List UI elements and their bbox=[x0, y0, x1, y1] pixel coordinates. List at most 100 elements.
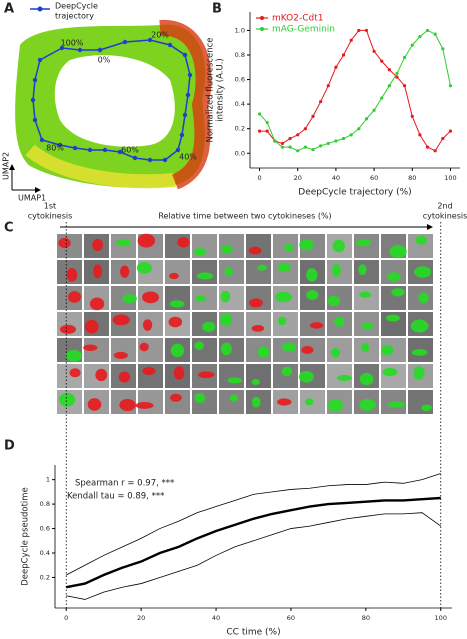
trajectory-point bbox=[97, 47, 103, 53]
cell-nucleus bbox=[224, 267, 233, 277]
series-line bbox=[259, 29, 451, 152]
data-point bbox=[257, 129, 262, 133]
data-point bbox=[334, 139, 338, 143]
trajectory-point bbox=[122, 39, 128, 45]
cell-nucleus bbox=[193, 247, 207, 256]
cell-nucleus bbox=[359, 291, 372, 298]
trajectory-point bbox=[147, 157, 153, 163]
legend-label: mKO2-Cdt1 bbox=[272, 14, 324, 24]
cell-nucleus bbox=[227, 377, 242, 384]
data-point bbox=[326, 84, 330, 88]
cytokinesis-label: cytokinesis bbox=[28, 212, 73, 221]
cell-nucleus bbox=[410, 319, 429, 333]
cell-nucleus bbox=[59, 324, 76, 335]
data-point bbox=[273, 139, 277, 143]
data-point bbox=[433, 149, 437, 153]
cell-nucleus bbox=[202, 321, 216, 333]
data-point bbox=[326, 141, 330, 146]
trajectory-point bbox=[162, 157, 168, 163]
data-point bbox=[280, 145, 285, 149]
trajectory-point bbox=[57, 142, 63, 148]
point-label: 80% bbox=[46, 144, 64, 153]
cell-image bbox=[192, 390, 217, 414]
data-point bbox=[257, 112, 262, 116]
panel-letter: B bbox=[212, 2, 222, 17]
legend-label: trajectory bbox=[55, 12, 94, 21]
cell-nucleus bbox=[415, 235, 427, 245]
x-tick-label: 20 bbox=[294, 174, 302, 182]
data-point bbox=[334, 65, 338, 69]
trajectory-point bbox=[37, 57, 43, 63]
x-tick-label: 40 bbox=[212, 614, 220, 622]
data-point bbox=[372, 108, 376, 112]
x-tick-label: 100 bbox=[444, 174, 456, 182]
cell-nucleus bbox=[177, 237, 190, 248]
cell-image bbox=[273, 312, 298, 336]
cell-image bbox=[246, 364, 271, 388]
cell-nucleus bbox=[116, 239, 131, 247]
cell-nucleus bbox=[387, 401, 406, 408]
trajectory bbox=[30, 37, 193, 163]
y-tick-label: 0.8 bbox=[235, 51, 245, 59]
x-axis-label: DeepCycle trajectory (%) bbox=[298, 188, 411, 198]
cell-image bbox=[354, 260, 379, 284]
cloud-yellow bbox=[25, 144, 176, 189]
x-tick-label: 0 bbox=[64, 614, 68, 622]
cell-nucleus bbox=[414, 266, 432, 278]
y-tick-label: 0.2 bbox=[40, 573, 50, 581]
umap-cloud bbox=[15, 19, 212, 190]
cell-nucleus bbox=[275, 291, 292, 303]
data-point bbox=[441, 47, 445, 51]
cell-nucleus bbox=[142, 291, 159, 304]
cell-nucleus bbox=[58, 237, 71, 248]
trajectory-point bbox=[185, 92, 191, 98]
cell-nucleus bbox=[198, 371, 215, 379]
panel-letter: C bbox=[4, 221, 14, 236]
cell-nucleus bbox=[119, 399, 136, 411]
cell-nucleus bbox=[93, 264, 103, 279]
point-label: 0% bbox=[98, 56, 111, 65]
cell-nucleus bbox=[84, 319, 99, 334]
cell-nucleus bbox=[83, 344, 98, 351]
trajectory-point bbox=[72, 145, 78, 151]
trajectory-point bbox=[32, 117, 38, 123]
x-tick-label: 20 bbox=[137, 614, 145, 622]
trajectory-point bbox=[59, 45, 65, 51]
cell-image bbox=[192, 260, 217, 284]
cell-nucleus bbox=[58, 392, 76, 407]
data-point bbox=[311, 147, 315, 152]
x-tick-label: 80 bbox=[408, 174, 416, 182]
trajectory-line bbox=[32, 39, 191, 161]
cell-nucleus bbox=[221, 244, 233, 254]
trajectory-point bbox=[147, 37, 153, 43]
x-tick-label: 0 bbox=[257, 174, 261, 182]
cell-nucleus bbox=[421, 404, 433, 412]
data-point bbox=[380, 59, 384, 63]
trajectory-point bbox=[182, 52, 188, 58]
axis-label: UMAP1 bbox=[18, 194, 46, 203]
data-point bbox=[288, 136, 292, 141]
cell-nucleus bbox=[229, 394, 239, 402]
cytokinesis-label: 2nd bbox=[437, 202, 452, 211]
data-point bbox=[418, 133, 422, 137]
data-point bbox=[387, 84, 391, 88]
cell-nucleus bbox=[391, 288, 405, 297]
cell-nucleus bbox=[257, 346, 270, 359]
legend-marker bbox=[37, 6, 43, 12]
data-point bbox=[387, 68, 391, 72]
cell-image bbox=[138, 390, 163, 414]
cell-nucleus bbox=[220, 291, 231, 303]
cell-nucleus bbox=[277, 262, 291, 272]
cell-nucleus bbox=[168, 316, 183, 328]
y-tick-label: 1 bbox=[46, 476, 50, 484]
y-axis-label: Normalized fluorescence bbox=[206, 37, 216, 142]
data-point bbox=[403, 84, 407, 88]
series-line bbox=[66, 512, 441, 600]
data-point bbox=[448, 129, 453, 133]
data-point bbox=[395, 75, 399, 79]
cell-nucleus bbox=[418, 292, 429, 304]
data-point bbox=[357, 127, 361, 131]
cell-nucleus bbox=[69, 368, 81, 378]
series-line bbox=[66, 473, 441, 576]
cell-nucleus bbox=[277, 398, 292, 406]
